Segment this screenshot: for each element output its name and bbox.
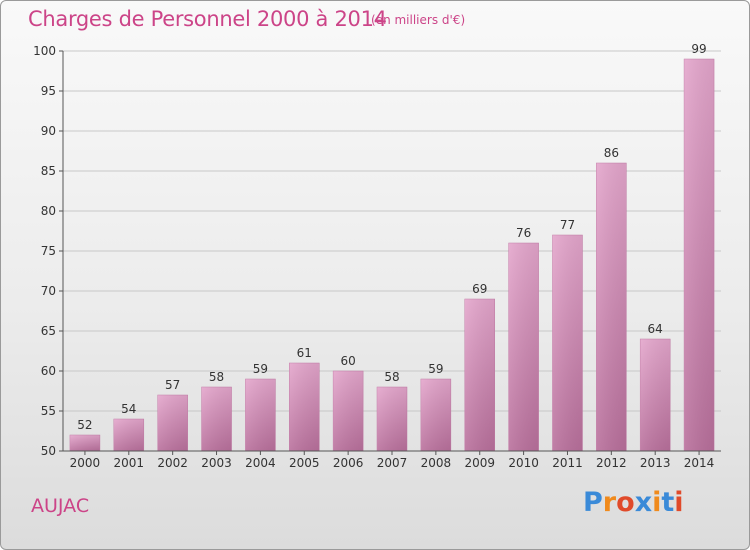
bar-shade [420, 379, 451, 451]
proxiti-logo: Proxiti [583, 487, 684, 518]
data-label: 54 [121, 402, 136, 416]
chart-title: Charges de Personnel 2000 à 2014 [28, 7, 387, 31]
bar-shade [201, 387, 232, 451]
y-tick-label: 95 [41, 84, 56, 98]
y-tick-label: 90 [41, 124, 56, 138]
y-tick-label: 70 [41, 284, 56, 298]
bar-shade [113, 419, 144, 451]
logo-letter: o [616, 487, 635, 518]
y-tick-label: 80 [41, 204, 56, 218]
labels-layer: 52 54 57 58 59 61 60 58 59 69 76 77 86 64 99 [77, 42, 706, 432]
y-tick-label: 50 [41, 444, 56, 458]
bar-shade [508, 243, 539, 451]
x-tick-label: 2007 [377, 456, 408, 470]
axis-layer: 50 55 60 65 70 75 80 85 90 95 100 2000 2001 2002 2003 2… [33, 44, 721, 470]
bar-shade [464, 299, 495, 451]
x-tick-label: 2010 [508, 456, 539, 470]
x-tick-label: 2000 [70, 456, 101, 470]
bar-shade [289, 363, 320, 451]
bar-shade [596, 163, 627, 451]
data-label: 77 [560, 218, 575, 232]
bar-shade [552, 235, 583, 451]
x-tick-label: 2005 [289, 456, 320, 470]
y-tick-label: 65 [41, 324, 56, 338]
data-label: 58 [209, 370, 224, 384]
x-tick-label: 2013 [640, 456, 671, 470]
x-tick-label: 2001 [114, 456, 145, 470]
logo-letter: i [652, 487, 662, 518]
bar-shade [377, 387, 407, 451]
data-label: 58 [384, 370, 399, 384]
y-tick-label: 85 [41, 164, 56, 178]
bar-shade [245, 379, 276, 451]
data-label: 99 [691, 42, 706, 56]
bar-shade [640, 339, 671, 451]
logo-letter: r [602, 487, 617, 518]
x-tick-label: 2009 [464, 456, 495, 470]
bar-shade [69, 435, 100, 451]
logo-letter: x [634, 487, 653, 518]
logo-letter: P [583, 487, 603, 518]
y-tick-label: 75 [41, 244, 56, 258]
data-label: 86 [604, 146, 619, 160]
bars-layer [69, 58, 715, 452]
data-label: 59 [428, 362, 443, 376]
data-label: 60 [340, 354, 355, 368]
y-tick-label: 100 [33, 44, 56, 58]
bar-shade [333, 371, 364, 451]
data-label: 64 [648, 322, 663, 336]
y-tick-label: 60 [41, 364, 56, 378]
x-tick-label: 2008 [421, 456, 452, 470]
logo-letter: t [661, 487, 675, 518]
x-tick-label: 2011 [552, 456, 583, 470]
x-tick-label: 2006 [333, 456, 364, 470]
y-tick-label: 55 [41, 404, 56, 418]
x-tick-label: 2012 [596, 456, 627, 470]
x-tick-label: 2014 [684, 456, 715, 470]
bar-shade [157, 395, 188, 451]
commune-name: AUJAC [31, 495, 90, 517]
x-tick-label: 2003 [201, 456, 232, 470]
data-label: 61 [297, 346, 312, 360]
data-label: 57 [165, 378, 180, 392]
logo-letter: i [674, 487, 684, 518]
bar-shade [684, 59, 715, 451]
data-label: 76 [516, 226, 531, 240]
x-tick-label: 2004 [245, 456, 276, 470]
data-label: 52 [77, 418, 92, 432]
x-tick-label: 2002 [157, 456, 188, 470]
data-label: 69 [472, 282, 487, 296]
chart-subtitle: (en milliers d'€) [371, 13, 466, 27]
data-label: 59 [253, 362, 268, 376]
